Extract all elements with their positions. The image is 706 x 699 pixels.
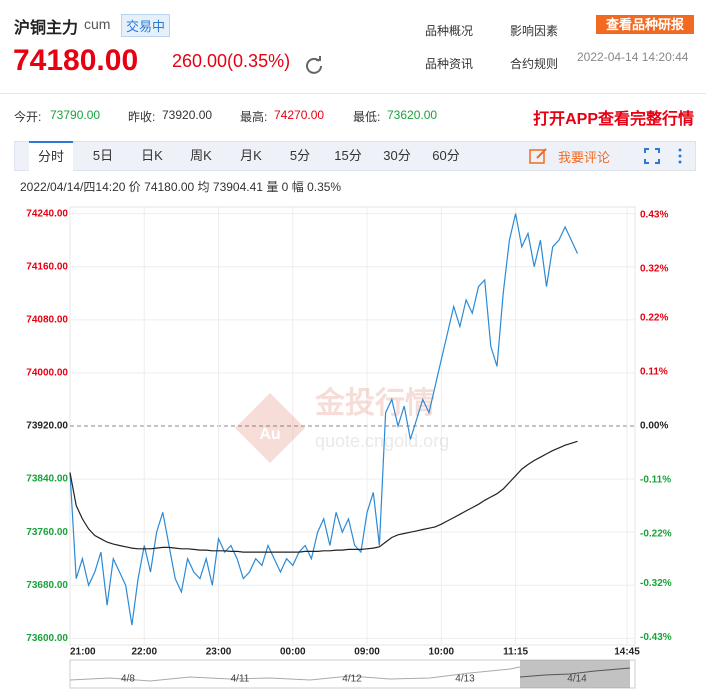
navigator-label: 4/8: [121, 674, 135, 685]
y-tick-label: 74160.00: [26, 261, 68, 272]
watermark-logo-text: Au: [259, 426, 280, 443]
y-tick-label: 73600.00: [26, 633, 68, 644]
stat-value: 73620.00: [387, 108, 438, 122]
comment-link[interactable]: 我要评论: [558, 150, 611, 165]
stat-label: 今开:: [14, 110, 42, 124]
info-label: 量: [266, 180, 279, 194]
navigator-label: 4/14: [567, 674, 587, 685]
y2-tick-label: -0.32%: [640, 578, 672, 589]
y2-tick-label: 0.32%: [640, 264, 668, 275]
x-tick-label: 00:00: [280, 647, 306, 658]
title: 沪铜主力: [14, 20, 79, 37]
x-tick-label: 11:15: [503, 647, 528, 658]
refresh-icon[interactable]: [304, 55, 324, 75]
series-line: [69, 213, 579, 626]
watermark-logo: [235, 393, 305, 463]
stat-label: 昨收:: [128, 110, 156, 124]
info-label: 均: [197, 180, 210, 194]
datetime: 2022-04-14 14:20:44: [577, 50, 689, 64]
stat-value: 73790.00: [50, 108, 101, 122]
x-tick-label: 23:00: [206, 647, 232, 658]
tab[interactable]: 月K: [240, 148, 262, 163]
watermark: Au 金投行情 quote.cngold.org: [235, 386, 449, 463]
tab[interactable]: 5日: [92, 148, 114, 163]
tab[interactable]: 5分: [289, 148, 311, 163]
tab-bar: 分时 5日 日K 周K 月K 5分 15分 30分 60分 我要评论: [14, 141, 696, 171]
x-tick-label: 22:00: [131, 647, 157, 658]
price: 74180.00: [13, 44, 139, 77]
navigator-line: [69, 666, 521, 682]
navigator-label: 4/11: [231, 674, 250, 685]
link[interactable]: 合约规则: [510, 57, 559, 71]
tab[interactable]: 60分: [432, 148, 460, 163]
y-tick-label: 74080.00: [26, 314, 68, 325]
stat-label: 最高:: [240, 110, 268, 124]
info-value: 73904.41: [212, 180, 263, 194]
tab[interactable]: 30分: [383, 148, 411, 163]
comment-icon[interactable]: [529, 147, 549, 165]
series-line: [69, 440, 578, 553]
y2-tick-label: 0.43%: [640, 209, 668, 220]
x-tick-label: 14:45: [614, 647, 640, 658]
info-value: 0.35%: [307, 180, 342, 194]
y-tick-label: 73920.00: [26, 421, 68, 432]
link[interactable]: 影响因素: [510, 24, 559, 38]
divider: [0, 93, 706, 94]
tab[interactable]: 周K: [190, 148, 212, 163]
stat-value: 73920.00: [162, 108, 213, 122]
tab[interactable]: 15分: [334, 148, 362, 163]
y2-tick-label: 0.22%: [640, 313, 668, 324]
change: 260.00(0.35%): [172, 51, 291, 71]
info-value: 74180.00: [144, 180, 195, 194]
info-line: 2022/04/14/四14:20 价 74180.00 均 73904.41 …: [20, 178, 341, 195]
x-tick-label: 10:00: [429, 647, 455, 658]
tab[interactable]: 分时: [29, 141, 73, 171]
y2-tick-label: -0.22%: [640, 529, 672, 540]
navigator-selection[interactable]: [520, 660, 630, 688]
info-value: 0: [281, 180, 289, 194]
watermark-url: quote.cngold.org: [315, 431, 449, 451]
y-tick-label: 73840.00: [26, 474, 68, 485]
y2-tick-label: -0.43%: [640, 632, 672, 643]
y-tick-label: 74240.00: [26, 208, 68, 219]
info-date: 2022/04/14/四14:20: [20, 180, 126, 194]
link[interactable]: 品种概况: [425, 24, 474, 38]
chart: Au 金投行情 quote.cngold.org 74240.00 74160.0…: [26, 206, 672, 689]
link[interactable]: 品种资讯: [425, 57, 474, 71]
app-link[interactable]: 打开APP查看完整行情: [533, 111, 694, 128]
y-tick-label: 74000.00: [26, 368, 68, 379]
status-badge: 交易中: [121, 14, 171, 37]
y2-tick-label: -0.11%: [640, 475, 671, 486]
x-tick-label: 21:00: [70, 647, 96, 658]
y-tick-label: 73760.00: [26, 527, 68, 538]
info-label: 幅: [291, 180, 304, 194]
navigator-label: 4/12: [342, 674, 362, 685]
tool-icons[interactable]: [643, 147, 693, 165]
watermark-brand: 金投行情: [314, 386, 435, 420]
navigator-label: 4/13: [455, 674, 475, 685]
navigator-line: [519, 667, 631, 678]
stat-label: 最低:: [353, 110, 381, 124]
code: cum: [84, 16, 111, 32]
grid: [70, 207, 635, 645]
info-label: 价: [128, 180, 141, 194]
x-tick-label: 09:00: [354, 647, 380, 658]
stat-value: 74270.00: [274, 108, 325, 122]
y-tick-label: 73680.00: [26, 580, 68, 591]
y2-tick-label: 0.11%: [640, 367, 668, 378]
report-button[interactable]: 查看品种研报: [596, 15, 694, 34]
y2-tick-label: 0.00%: [640, 421, 668, 432]
tab[interactable]: 日K: [141, 148, 163, 163]
